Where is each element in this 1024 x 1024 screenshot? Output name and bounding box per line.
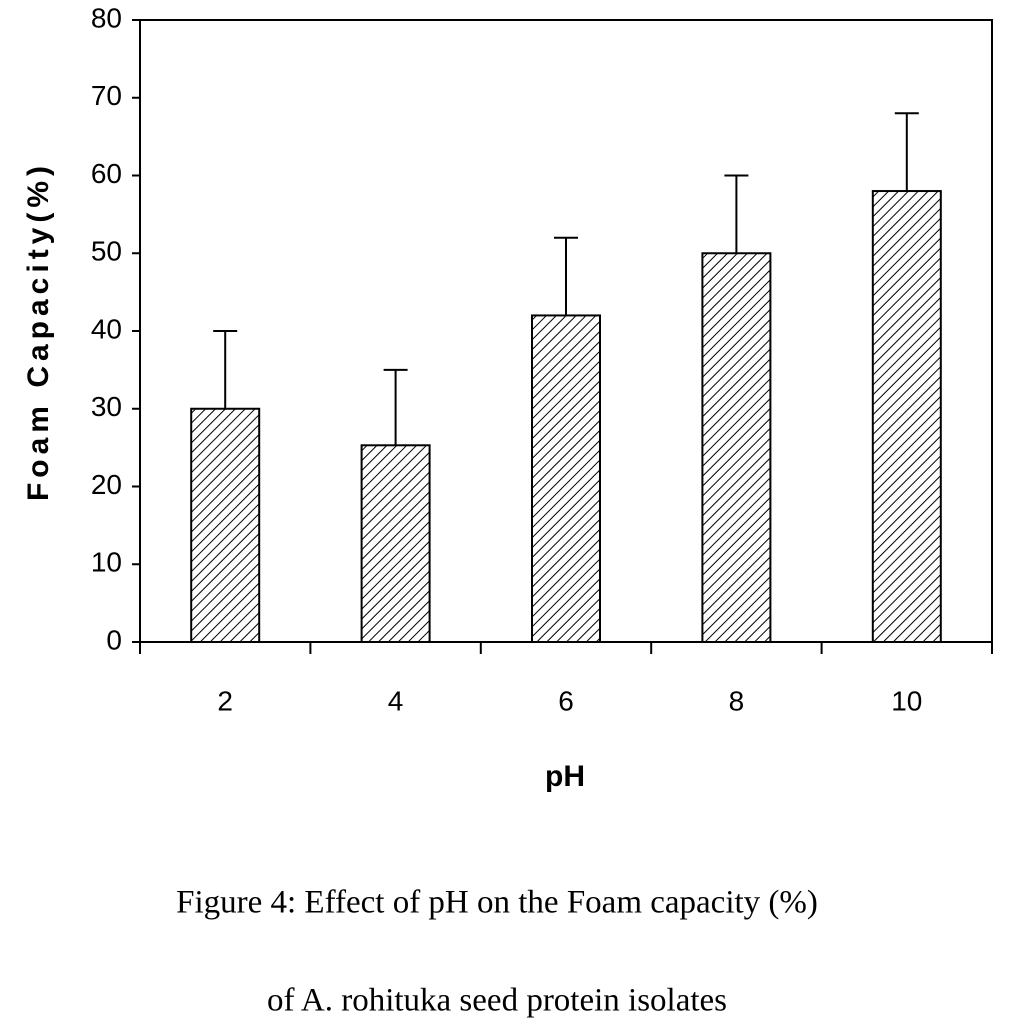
- error-bar: [554, 236, 578, 316]
- error-bar: [724, 174, 749, 254]
- y-tick-label: 60: [91, 158, 122, 189]
- bar: [190, 407, 261, 643]
- y-tick-label: 80: [91, 2, 122, 33]
- caption-line: of A. rohituka seed protein isolates: [267, 983, 727, 1019]
- error-bar: [213, 330, 238, 409]
- bar: [360, 444, 431, 644]
- y-tick-label: 10: [91, 547, 122, 578]
- x-tick-label: 4: [388, 685, 404, 716]
- error-bar: [894, 112, 919, 192]
- error-bar: [383, 368, 408, 446]
- y-tick-label: 50: [91, 236, 122, 267]
- caption-line: Figure 4: Effect of pH on the Foam capac…: [176, 885, 818, 921]
- bar: [531, 314, 601, 643]
- y-tick-label: 30: [91, 391, 122, 422]
- x-tick-label: 6: [558, 685, 574, 716]
- x-tick-label: 8: [729, 685, 745, 716]
- y-tick-label: 40: [91, 313, 122, 344]
- bar: [871, 190, 942, 644]
- y-axis-title: Foam Capacity(%): [22, 161, 55, 501]
- bar: [701, 252, 772, 643]
- y-tick-label: 0: [106, 624, 122, 655]
- y-tick-label: 20: [91, 469, 122, 500]
- x-tick-label: 10: [891, 685, 922, 716]
- x-axis-title: pH: [545, 760, 585, 793]
- x-tick-label: 2: [217, 685, 233, 716]
- y-tick-label: 70: [91, 80, 122, 111]
